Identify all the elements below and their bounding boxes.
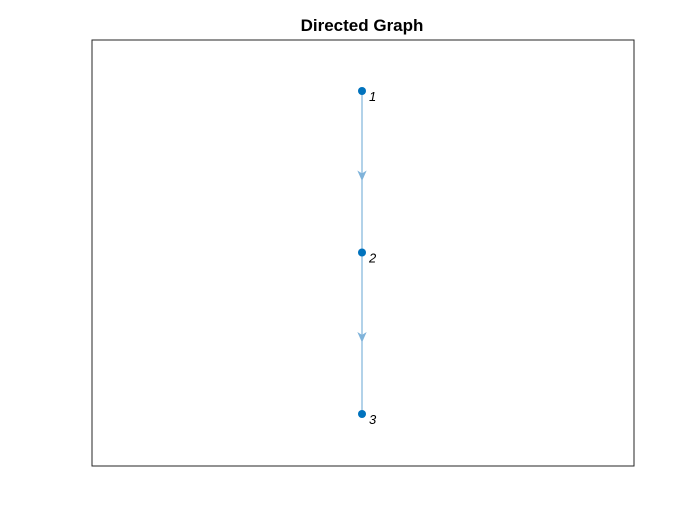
edge-arrow-2-3 (357, 331, 367, 343)
node-1 (358, 87, 366, 95)
node-3 (358, 410, 366, 418)
node-label-2: 2 (368, 251, 377, 266)
edges-layer (357, 91, 367, 414)
node-labels-layer: 1 2 3 (368, 89, 377, 427)
graph-title: Directed Graph (301, 16, 424, 35)
nodes-layer (358, 87, 366, 418)
node-label-1: 1 (369, 89, 376, 104)
edge-arrow-1-2 (357, 170, 367, 181)
node-2 (358, 248, 366, 257)
node-label-3: 3 (369, 412, 377, 427)
